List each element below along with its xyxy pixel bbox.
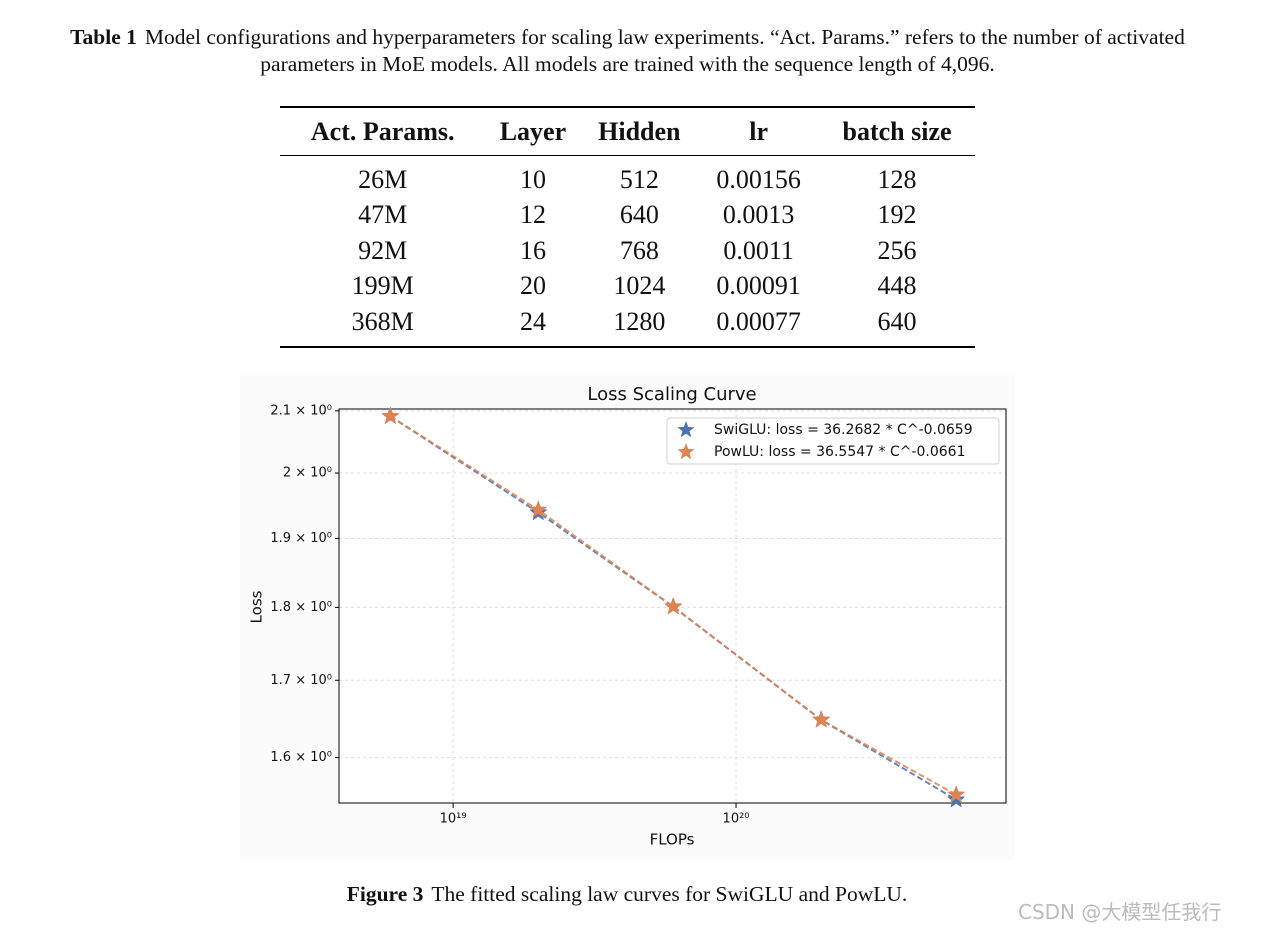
caption-label: Figure 3 xyxy=(346,882,424,906)
y-tick-label: 1.6 × 10⁰ xyxy=(270,750,332,765)
table-cell: 1280 xyxy=(613,306,666,336)
table-cell: 0.00077 xyxy=(716,306,801,336)
legend-box xyxy=(666,417,1000,465)
chart-title: Loss Scaling Curve xyxy=(587,384,756,405)
star-marker xyxy=(381,406,400,425)
fit-line xyxy=(389,415,957,796)
table-caption: Table 1 Model configurations and hyperpar… xyxy=(25,24,1230,78)
x-axis-label: FLOPs xyxy=(650,831,695,849)
table-cell: 0.00156 xyxy=(716,164,801,194)
table-cell: 16 xyxy=(519,235,546,265)
table-cell: 26M xyxy=(358,164,408,194)
y-axis-label: Loss xyxy=(248,590,266,623)
star-marker xyxy=(811,710,831,728)
table-cell: 24 xyxy=(519,306,546,336)
table: Act. Params. Layer Hidden lr batch size … xyxy=(280,106,975,348)
legend-marker xyxy=(677,443,695,460)
legend-label: SwiGLU: loss = 36.2682 * C^-0.0659 xyxy=(714,422,973,438)
star-marker xyxy=(946,785,966,803)
table-cell: 47M xyxy=(358,200,408,230)
table-cell: 12 xyxy=(519,200,546,230)
plot-frame xyxy=(338,408,1007,804)
star-marker xyxy=(664,596,683,615)
star-marker xyxy=(529,500,548,518)
header-cell: lr xyxy=(698,107,820,156)
caption-label: Table 1 xyxy=(70,25,137,49)
watermark: CSDN @大模型任我行 xyxy=(1018,900,1222,924)
table-cell: 0.0013 xyxy=(722,200,795,230)
table-cell: 92M xyxy=(358,235,408,265)
table-cell: 128 xyxy=(877,164,917,194)
header-cell: Hidden xyxy=(580,107,699,156)
table-cell: 0.0011 xyxy=(723,235,794,265)
legend-marker xyxy=(677,421,695,438)
header-row: Act. Params. Layer Hidden lr batch size xyxy=(280,107,975,156)
table-cell: 640 xyxy=(619,200,659,230)
table-cell: 448 xyxy=(877,271,917,301)
table-cell: 368M xyxy=(351,306,414,336)
y-tick-label: 2.1 × 10⁰ xyxy=(270,403,332,418)
header-cell: batch size xyxy=(819,107,975,156)
table-cell: 10 xyxy=(519,164,546,194)
caption-text: Model configurations and hyperparameters… xyxy=(144,25,1185,76)
table-cell: 512 xyxy=(619,164,659,194)
table-row: 26M 10 512 0.00156 128 xyxy=(280,156,975,198)
table-row: 92M 16 768 0.0011 256 xyxy=(280,233,975,269)
table-cell: 20 xyxy=(519,271,546,301)
table-row: 368M 24 1280 0.00077 640 xyxy=(280,304,975,347)
x-tick-label: 10²⁰ xyxy=(723,812,750,827)
caption-text: The fitted scaling law curves for SwiGLU… xyxy=(431,882,908,906)
table-cell: 640 xyxy=(877,306,917,336)
fit-line xyxy=(389,415,957,801)
table-cell: 1024 xyxy=(613,271,666,301)
header-cell: Act. Params. xyxy=(280,107,486,156)
x-tick-label: 10¹⁹ xyxy=(440,812,467,827)
table-cell: 199M xyxy=(351,271,414,301)
table-cell: 192 xyxy=(877,200,917,230)
table-row: 199M 20 1024 0.00091 448 xyxy=(280,269,975,305)
y-tick-label: 1.7 × 10⁰ xyxy=(270,673,332,688)
table-body: 26M 10 512 0.00156 128 47M 12 640 0.0013 192 92M 16… xyxy=(280,156,975,347)
table-cell: 256 xyxy=(877,235,917,265)
table-cell: 768 xyxy=(619,235,659,265)
y-tick-label: 2 × 10⁰ xyxy=(283,466,332,481)
header-cell: Layer xyxy=(485,107,581,156)
table-row: 47M 12 640 0.0013 192 xyxy=(280,198,975,234)
legend-label: PowLU: loss = 36.5547 * C^-0.0661 xyxy=(714,444,966,460)
figure-caption: Figure 3 The fitted scaling law curves fo… xyxy=(100,881,1154,908)
y-tick-label: 1.8 × 10⁰ xyxy=(270,600,332,615)
y-tick-label: 1.9 × 10⁰ xyxy=(270,531,332,546)
table-cell: 0.00091 xyxy=(716,271,801,301)
